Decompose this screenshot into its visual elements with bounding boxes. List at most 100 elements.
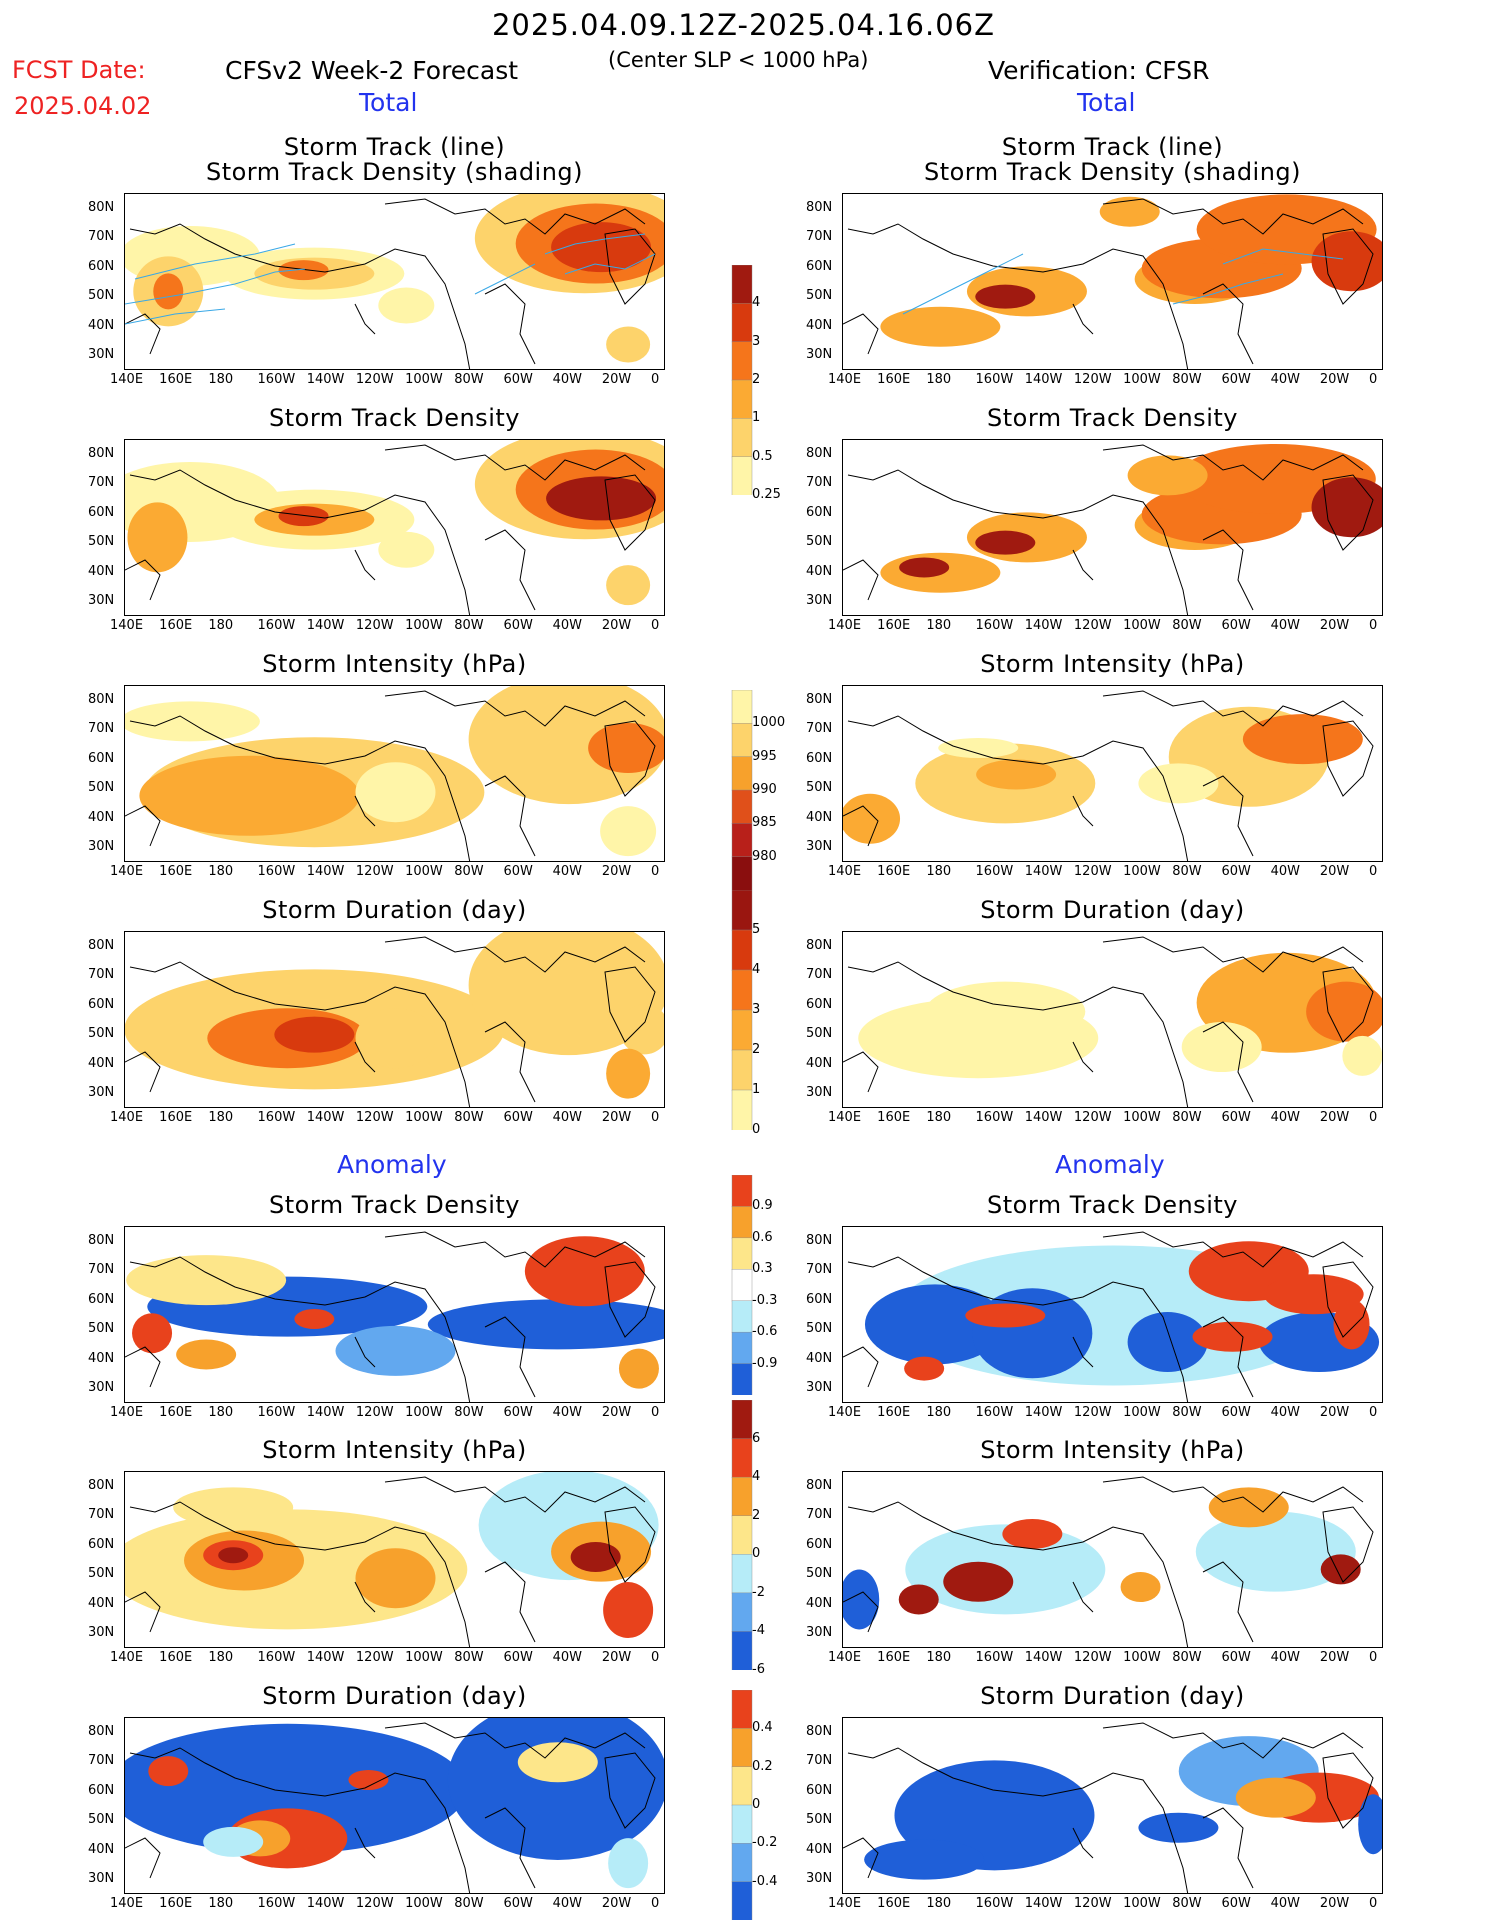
shaded-region — [1138, 763, 1219, 804]
coastline-baja — [1072, 1041, 1094, 1073]
lat-tick-label: 30N — [88, 1625, 115, 1641]
panel-title-track-r: Storm Track (line) — [1001, 133, 1224, 161]
lon-tick-label: 100W — [405, 1110, 443, 1125]
lon-tick-label: 140E — [110, 1110, 144, 1125]
coastline-asia — [125, 805, 161, 847]
shaded-region — [938, 737, 1019, 758]
colorbar-intensity_total — [731, 690, 753, 890]
map-panel-intensity-r — [842, 685, 1383, 862]
lon-tick-label: 140E — [828, 1650, 862, 1665]
lon-tick-label: 140E — [828, 372, 862, 387]
shaded-region — [976, 759, 1057, 790]
lat-tick-label: 50N — [88, 1812, 115, 1828]
lon-tick-label: 120W — [355, 864, 394, 879]
lon-tick-label: 120W — [355, 1110, 394, 1125]
lon-tick-label: 80W — [454, 864, 484, 879]
lon-tick-label: 20W — [1319, 1650, 1350, 1665]
lat-tick-label: 60N — [806, 258, 833, 274]
lon-tick-label: 80W — [1172, 1896, 1202, 1911]
lon-tick-label: 160W — [975, 1405, 1014, 1420]
colorbar-density_total — [731, 265, 753, 495]
colorbar-label: 0.5 — [752, 448, 773, 464]
shaded-region — [606, 326, 651, 363]
coastline-asia — [843, 1346, 879, 1388]
lon-tick-label: 20W — [601, 618, 632, 633]
lat-tick-label: 50N — [88, 1566, 115, 1582]
shaded-region — [355, 1548, 436, 1609]
coastline-north-america — [129, 1256, 471, 1402]
lon-tick-label: 120W — [1073, 372, 1112, 387]
shaded-region — [588, 722, 664, 773]
coastline-north-america — [847, 1747, 1189, 1893]
shaded-region — [606, 1048, 651, 1099]
lon-tick-label: 20W — [1319, 1110, 1350, 1125]
shaded-region — [1127, 455, 1208, 496]
shaded-region — [1120, 1572, 1161, 1603]
colorbar-segment — [731, 789, 753, 825]
lat-tick-label: 80N — [88, 1723, 115, 1739]
lon-tick-label: 20W — [1319, 864, 1350, 879]
lat-tick-label: 70N — [806, 721, 833, 737]
lon-tick-label: 160W — [257, 1110, 296, 1125]
colorbar-segment — [731, 1089, 753, 1130]
shaded-region — [864, 1284, 1005, 1365]
lon-tick-label: 160W — [975, 1110, 1014, 1125]
lat-tick-label: 80N — [806, 1477, 833, 1493]
colorbar-segment — [731, 456, 753, 495]
coastline-arctic — [384, 1476, 646, 1513]
map-panel-density_a-r — [842, 1226, 1383, 1403]
lon-tick-label: 180 — [208, 864, 234, 879]
lat-tick-label: 40N — [806, 317, 833, 333]
lon-tick-label: 40W — [1270, 372, 1301, 387]
lon-tick-label: 60W — [503, 1896, 533, 1911]
panel-title-intensity-r: Storm Intensity (hPa) — [980, 650, 1245, 678]
lat-tick-label: 60N — [88, 1291, 115, 1307]
colorbar-label: 1 — [752, 410, 761, 426]
lon-tick-label: 160W — [257, 372, 296, 387]
coastline-east-coast — [1202, 1316, 1254, 1398]
coastline-north-america — [129, 223, 471, 369]
lon-tick-label: 100W — [1123, 618, 1161, 633]
lon-tick-label: 140E — [828, 618, 862, 633]
shaded-region — [965, 1303, 1046, 1328]
lon-tick-label: 0 — [651, 1110, 660, 1125]
storm-track-line — [544, 233, 646, 255]
map-panel-duration_a-l — [124, 1717, 665, 1894]
section-anomaly-left: Anomaly — [337, 1150, 447, 1179]
coastline-east-coast — [1202, 283, 1254, 365]
lon-tick-label: 40W — [1270, 1110, 1301, 1125]
lon-tick-label: 20W — [1319, 1896, 1350, 1911]
lon-tick-label: 0 — [651, 1650, 660, 1665]
coastline-north-america — [847, 715, 1189, 861]
lon-tick-label: 140W — [306, 372, 345, 387]
lat-tick-label: 70N — [88, 721, 115, 737]
lon-tick-label: 120W — [1073, 864, 1112, 879]
lon-tick-label: 80W — [1172, 372, 1202, 387]
lat-tick-label: 30N — [88, 347, 115, 363]
colorbar-label: 0.3 — [752, 1261, 773, 1277]
lat-tick-label: 30N — [806, 1380, 833, 1396]
lat-tick-label: 70N — [806, 475, 833, 491]
lat-tick-label: 60N — [806, 1536, 833, 1552]
colorbar-segment — [731, 1009, 753, 1051]
lon-tick-label: 120W — [1073, 618, 1112, 633]
storm-track-line — [474, 263, 536, 295]
map-panel-intensity_a-l — [124, 1471, 665, 1648]
shaded-region — [125, 701, 260, 742]
lon-tick-label: 160E — [159, 864, 193, 879]
lon-tick-label: 140W — [306, 1896, 345, 1911]
lon-tick-label: 20W — [601, 1896, 632, 1911]
coastline-greenland — [1322, 966, 1374, 1043]
lon-tick-label: 160W — [975, 1896, 1014, 1911]
shaded-region — [600, 806, 657, 857]
shaded-region — [843, 1569, 880, 1630]
shaded-region — [843, 793, 901, 844]
lat-tick-label: 60N — [88, 504, 115, 520]
lat-tick-label: 40N — [806, 1595, 833, 1611]
colorbar-segment — [731, 1331, 753, 1365]
lon-tick-label: 0 — [651, 1405, 660, 1420]
lon-tick-label: 100W — [405, 618, 443, 633]
lon-tick-label: 80W — [454, 1110, 484, 1125]
storm-track-line — [1222, 248, 1344, 265]
lat-tick-label: 70N — [88, 229, 115, 245]
